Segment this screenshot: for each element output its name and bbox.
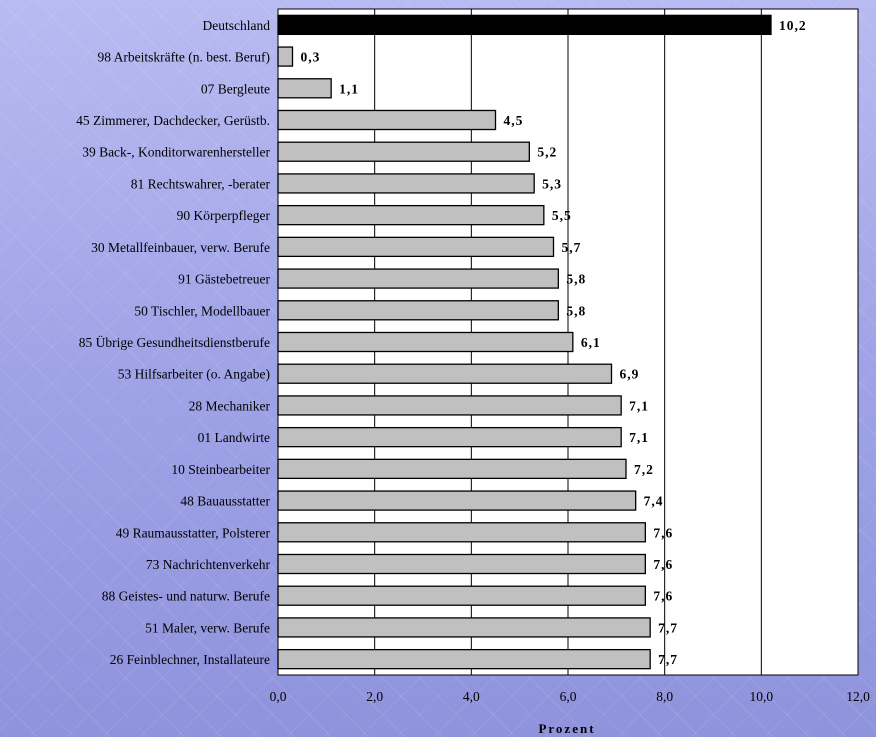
x-tick-label: 12,0	[846, 689, 870, 704]
category-label: 39 Back-, Konditorwarenhersteller	[82, 145, 270, 160]
x-tick-label: 2,0	[366, 689, 383, 704]
category-label: 53 Hilfsarbeiter (o. Angabe)	[118, 367, 270, 382]
value-label: 5,8	[566, 272, 586, 287]
bar	[277, 363, 613, 384]
value-labels: 10,2 0,3 1,1 4,5 5,2 5,3 5,5 5,7 5,8 5,8 6,1 6,9 7,1…	[301, 18, 807, 667]
bar	[277, 553, 646, 575]
x-tick-label: 4,0	[463, 689, 480, 704]
value-label: 7,7	[658, 620, 678, 635]
x-tick-label: 8,0	[656, 689, 673, 704]
value-label: 7,7	[658, 652, 678, 667]
value-label: 7,4	[644, 494, 664, 509]
category-label: 50 Tischler, Modellbauer	[134, 303, 270, 318]
bar	[277, 268, 559, 289]
value-label: 0,3	[301, 50, 321, 65]
bar	[277, 300, 559, 321]
category-label: 45 Zimmerer, Dachdecker, Gerüstb.	[76, 113, 270, 128]
value-label: 10,2	[779, 18, 807, 33]
bar	[277, 236, 555, 258]
bar	[277, 14, 772, 36]
category-label: 10 Steinbearbeiter	[171, 462, 270, 477]
bar	[277, 617, 651, 638]
value-label: 7,1	[629, 430, 649, 445]
bar	[277, 78, 332, 99]
category-label: 51 Maler, verw. Berufe	[145, 620, 270, 635]
category-label: 07 Bergleute	[201, 81, 270, 96]
value-label: 5,8	[566, 303, 586, 318]
category-label: 01 Landwirte	[198, 430, 270, 445]
bar	[277, 522, 646, 543]
category-label: 49 Raumausstatter, Polsterer	[116, 525, 271, 540]
value-label: 5,5	[552, 208, 572, 223]
bars	[277, 14, 772, 670]
value-label: 7,6	[653, 525, 673, 540]
value-label: 7,6	[653, 589, 673, 604]
category-label: 81 Rechtswahrer, -berater	[131, 176, 271, 191]
bar	[277, 585, 646, 606]
x-tick-label: 0,0	[270, 689, 287, 704]
category-label: 30 Metallfeinbauer, verw. Berufe	[91, 240, 270, 255]
category-label: 91 Gästebetreuer	[178, 272, 270, 287]
value-label: 6,9	[620, 367, 640, 382]
category-label: 48 Bauausstatter	[180, 494, 270, 509]
category-label: 26 Feinblechner, Installateure	[110, 652, 270, 667]
value-label: 7,1	[629, 398, 649, 413]
value-label: 4,5	[504, 113, 524, 128]
category-label: 85 Übrige Gesundheitsdienstberufe	[79, 335, 270, 350]
x-axis-title: Prozent	[538, 721, 595, 736]
bar	[277, 204, 545, 226]
x-tick-label: 10,0	[750, 689, 774, 704]
value-label: 5,2	[537, 145, 557, 160]
bar	[277, 648, 651, 670]
bar	[277, 173, 535, 194]
bar	[277, 395, 622, 416]
category-label: 73 Nachrichtenverkehr	[146, 557, 271, 572]
bar	[277, 458, 627, 480]
value-label: 5,3	[542, 176, 562, 191]
bar	[277, 46, 294, 67]
x-tick-labels: 0,0 2,0 4,0 6,0 8,0 10,0 12,0	[270, 689, 871, 704]
category-label: Deutschland	[203, 18, 271, 33]
value-label: 7,2	[634, 462, 654, 477]
bar	[277, 331, 574, 353]
x-tick-label: 6,0	[560, 689, 577, 704]
value-label: 1,1	[339, 81, 359, 96]
category-label: 98 Arbeitskräfte (n. best. Beruf)	[98, 50, 270, 65]
value-label: 6,1	[581, 335, 601, 350]
bar	[277, 141, 530, 162]
bar	[277, 426, 622, 448]
category-label: 28 Mechaniker	[189, 398, 271, 413]
value-label: 7,6	[653, 557, 673, 572]
category-label: 90 Körperpfleger	[177, 208, 271, 223]
value-label: 5,7	[562, 240, 582, 255]
bar	[277, 490, 637, 511]
bar	[277, 109, 497, 131]
category-label: 88 Geistes- und naturw. Berufe	[102, 589, 270, 604]
category-labels: Deutschland 98 Arbeitskräfte (n. best. Be…	[76, 18, 270, 667]
